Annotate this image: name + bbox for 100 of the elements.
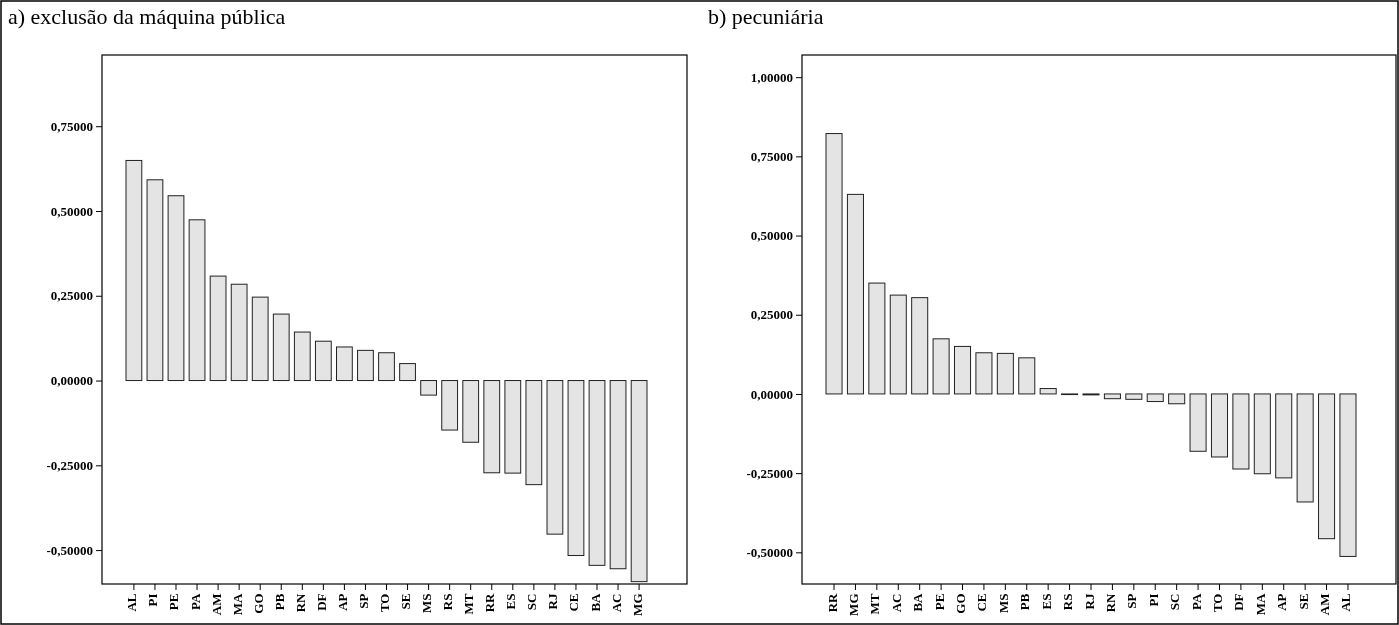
bar <box>272 313 290 382</box>
x-tick-label: MT <box>867 593 883 615</box>
bar <box>1296 393 1314 503</box>
bar <box>1318 393 1336 540</box>
x-tick-label: AL <box>124 593 140 612</box>
x-tick-label: SE <box>1295 593 1311 610</box>
x-tick-label: DF <box>313 593 329 611</box>
bar <box>293 331 311 382</box>
bar <box>378 352 395 382</box>
y-tick-label: 0,25000 <box>750 307 793 323</box>
y-tick-label: 0,25000 <box>50 288 93 304</box>
x-tick-label: ES <box>1038 593 1054 610</box>
bar <box>1253 393 1271 475</box>
bar <box>1168 393 1186 405</box>
bar <box>525 380 543 486</box>
bar <box>1232 393 1250 470</box>
x-tick-label: AC <box>608 593 624 613</box>
x-tick-label: MS <box>995 593 1011 613</box>
x-tick-label: AM <box>1317 593 1333 616</box>
x-tick-label: RJ <box>545 593 561 610</box>
x-tick-label: MG <box>629 593 645 616</box>
bar <box>1018 357 1036 395</box>
x-tick-label: GO <box>953 593 969 614</box>
y-tick-label: 1,00000 <box>750 69 793 85</box>
bar <box>483 380 501 474</box>
x-tick-label: BA <box>910 592 926 612</box>
bar <box>546 380 564 535</box>
x-tick-label: MA <box>229 592 245 616</box>
x-tick-label: TO <box>377 593 392 613</box>
bar <box>462 380 480 443</box>
x-tick-label: RN <box>1102 592 1118 613</box>
chart-title: b) pecuniária <box>708 4 824 29</box>
bar <box>230 283 248 382</box>
bar <box>188 219 206 382</box>
x-tick-label: MG <box>845 593 861 616</box>
x-tick-label: SP <box>355 593 371 609</box>
bar <box>504 380 522 474</box>
bar <box>1189 393 1207 452</box>
y-tick-label: 0,00000 <box>750 386 793 402</box>
y-tick-label: -0,50000 <box>46 542 93 558</box>
x-tick-label: ES <box>503 593 519 610</box>
x-tick-label: MT <box>461 593 477 615</box>
bar <box>1210 393 1229 458</box>
x-tick-label: AP <box>1274 593 1290 611</box>
bar <box>932 338 950 395</box>
bar <box>251 296 269 382</box>
bar <box>146 179 164 382</box>
bar <box>1125 393 1143 400</box>
x-tick-label: GO <box>250 593 266 614</box>
bar <box>399 363 416 382</box>
x-tick-label: AL <box>1338 593 1354 612</box>
bar <box>314 340 332 382</box>
bar <box>588 380 606 566</box>
x-tick-label: BA <box>587 592 603 612</box>
y-tick-label: 0,75000 <box>50 118 93 134</box>
x-tick-label: SP <box>1124 593 1140 609</box>
bar <box>441 380 459 431</box>
bar <box>1275 393 1293 479</box>
bar <box>609 380 627 570</box>
bar <box>996 352 1014 395</box>
x-tick-label: RS <box>440 593 456 611</box>
x-tick-label: CE <box>566 593 582 612</box>
x-tick-label: RS <box>1060 593 1076 611</box>
bar <box>953 345 972 395</box>
x-tick-label: SE <box>398 593 414 610</box>
x-tick-label: MA <box>1252 592 1268 616</box>
y-tick-label: -0,50000 <box>746 544 793 560</box>
y-tick-label: -0,25000 <box>46 457 93 473</box>
bar <box>125 159 143 382</box>
bar <box>420 380 437 396</box>
y-tick-label: 0,75000 <box>750 149 793 165</box>
x-tick-label: MS <box>419 593 435 613</box>
x-tick-label: SC <box>524 593 540 611</box>
bar <box>357 349 374 382</box>
x-tick-label: PA <box>1188 592 1204 610</box>
x-tick-label: RR <box>824 592 840 613</box>
x-tick-label: SC <box>1167 593 1183 611</box>
x-tick-label: PI <box>145 593 161 607</box>
x-tick-label: AM <box>208 593 224 616</box>
x-tick-label: PE <box>931 593 947 611</box>
bar <box>911 297 929 395</box>
chart-title: a) exclusão da máquina pública <box>8 4 286 29</box>
x-tick-label: TO <box>1209 593 1225 613</box>
x-tick-label: CE <box>974 593 990 612</box>
y-tick-label: 0,50000 <box>50 203 93 219</box>
x-tick-label: RR <box>482 592 498 613</box>
bar <box>846 193 864 395</box>
bar <box>567 380 585 557</box>
x-tick-label: PE <box>166 593 182 611</box>
bar <box>975 352 993 395</box>
bar <box>868 282 886 395</box>
x-tick-label: PI <box>1145 593 1161 607</box>
x-tick-label: RN <box>292 592 308 613</box>
bar <box>889 294 907 395</box>
bar <box>1339 393 1357 557</box>
x-tick-label: PB <box>271 593 287 611</box>
x-tick-label: AC <box>888 593 904 613</box>
bar <box>167 195 185 382</box>
x-tick-label: PA <box>187 592 203 610</box>
bar <box>209 275 227 382</box>
